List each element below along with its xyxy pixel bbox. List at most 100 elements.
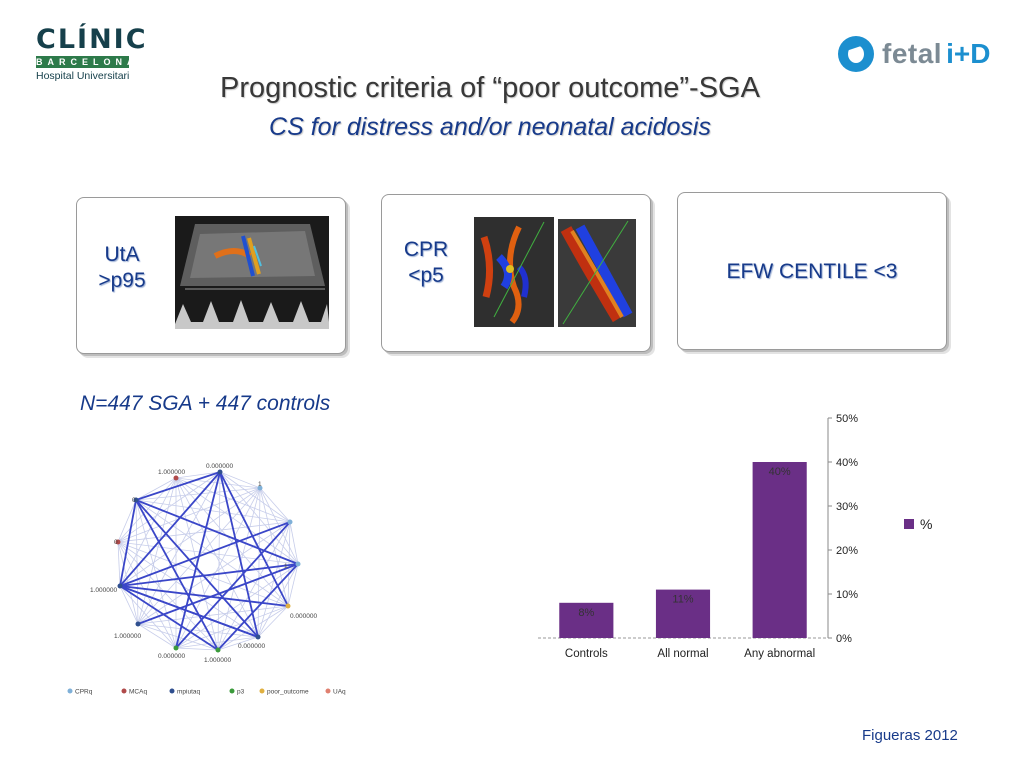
network-edge (257, 487, 261, 638)
umbilical-artery-doppler-image (558, 219, 636, 327)
criterion-label-line2: <p5 (408, 264, 444, 287)
network-edge (175, 563, 299, 649)
data-label: 8% (578, 607, 594, 619)
network-node (173, 475, 179, 481)
network-legend-marker (121, 688, 127, 694)
network-edge (175, 636, 259, 649)
network-legend-marker (67, 688, 73, 694)
network-edge (137, 623, 177, 649)
network-node-label: 0.000000 (290, 613, 317, 620)
network-edge (137, 605, 289, 625)
network-node (115, 539, 121, 545)
network-edge (119, 585, 177, 649)
network-node-label: 1 (284, 563, 288, 570)
network-legend-label: MCAq (129, 689, 147, 696)
bar (655, 589, 711, 638)
network-edge-strong (175, 471, 221, 649)
citation: Figueras 2012 (862, 727, 958, 744)
network-node-label: 0.000000 (158, 653, 185, 660)
network-edge (137, 477, 177, 625)
network-edge-strong (219, 471, 259, 638)
clinic-logo-tagline: Hospital Universitari (36, 70, 130, 82)
x-tick-label: Controls (565, 648, 608, 660)
network-edge (117, 499, 137, 543)
network-legend-marker (229, 688, 235, 694)
network-node-label: 1.000000 (114, 633, 141, 640)
network-edge (117, 541, 259, 638)
network-node (215, 647, 221, 653)
network-edge (219, 471, 299, 565)
network-edge-strong (135, 499, 259, 638)
x-tick-label: Any abnormal (744, 648, 815, 660)
network-node-label: 1.000000 (158, 469, 185, 476)
network-edge (117, 541, 177, 649)
network-edge (117, 487, 261, 543)
legend-label: % (920, 516, 932, 532)
data-label: 11% (672, 594, 693, 606)
network-edge-strong (135, 499, 299, 565)
network-edge (175, 477, 259, 638)
network-node (285, 603, 291, 609)
fetal-logo-word: fetal (882, 38, 943, 69)
legend-swatch (904, 519, 914, 529)
network-edge (219, 471, 261, 489)
network-edge (217, 487, 261, 651)
outcome-bar-chart: 0% 10% 20% 30% 40% 50% 8% Controls 11% All normal… (538, 413, 932, 660)
network-edge (117, 477, 177, 543)
criterion-card-efw: EFW CENTILE <3 (677, 192, 947, 350)
network-edge (217, 636, 259, 651)
fetal-id-logo: fetal i+D (838, 34, 998, 74)
clinic-logo-name: CLÍNIC (36, 24, 148, 55)
network-edge (137, 623, 259, 638)
network-edge (287, 563, 299, 607)
network-edge (135, 487, 261, 501)
slide-subtitle: CS for distress and/or neonatal acidosis (269, 113, 711, 141)
network-node-label: 0 (114, 539, 118, 546)
bar (752, 462, 807, 638)
y-tick-label: 0% (836, 633, 852, 645)
y-tick-label: 40% (836, 457, 858, 469)
network-edge (257, 563, 299, 638)
network-legend-marker (169, 688, 175, 694)
network-edge-strong (119, 471, 221, 587)
clinic-logo-subline: BARCELONA (36, 56, 139, 68)
network-node (257, 485, 263, 491)
network-edge (117, 541, 121, 587)
network-edge-strong (137, 563, 299, 625)
network-node (117, 583, 123, 589)
decision-tree-network-diagram: 1.000000 0.000000 1 0 1 0 0.000000 1.000000 1.00… (67, 463, 346, 696)
y-tick-label: 20% (836, 545, 858, 557)
network-edge (119, 477, 177, 587)
network-edge (259, 487, 291, 523)
network-legend-label: poor_outcome (267, 689, 309, 696)
network-node (255, 634, 261, 640)
network-edge (175, 647, 219, 651)
criterion-card-uta: UtA >p95 (76, 197, 346, 354)
network-legend-label: CPRq (75, 689, 93, 696)
network-edge (217, 521, 291, 651)
criterion-label-line2: >p95 (98, 269, 146, 292)
network-edge-strong (119, 499, 137, 587)
network-node (135, 621, 141, 627)
network-edge (217, 471, 221, 651)
network-edge-strong (175, 521, 291, 649)
sample-size-label: N=447 SGA + 447 controls (80, 392, 331, 415)
network-edge (175, 471, 221, 479)
criterion-label-efw: EFW CENTILE <3 (726, 260, 898, 283)
network-edge (117, 471, 221, 543)
slide-title: Prognostic criteria of “poor outcome”-SG… (220, 72, 760, 104)
network-edge (117, 541, 219, 651)
network-legend-label: UAq (333, 689, 346, 696)
network-edge-strong (119, 521, 291, 587)
network-edge-strong (135, 499, 219, 651)
network-edge (217, 605, 289, 651)
criterion-card-cpr: CPR <p5 (381, 194, 651, 352)
y-tick-label: 30% (836, 501, 858, 513)
network-edge (119, 585, 139, 625)
network-edge-strong (135, 471, 221, 501)
network-legend-label: p3 (237, 689, 245, 696)
bar (559, 602, 614, 638)
network-edge (257, 605, 289, 638)
network-edge-strong (119, 585, 219, 651)
network-edge-strong (217, 563, 299, 651)
